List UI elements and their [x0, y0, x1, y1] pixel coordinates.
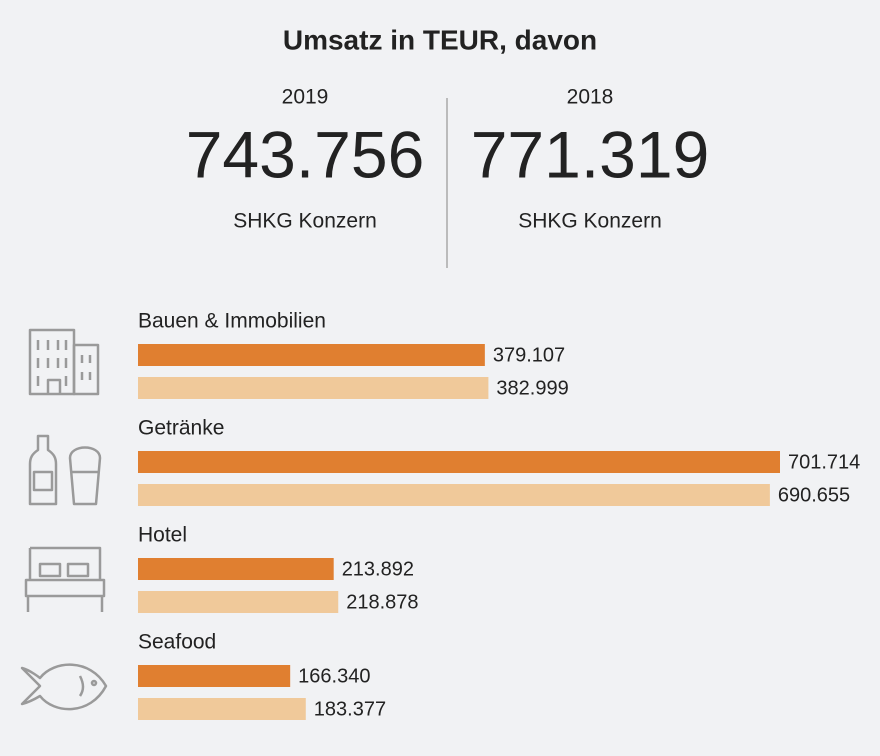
value-label: 213.892: [342, 558, 414, 580]
value-label: 382.999: [496, 377, 568, 399]
drinks-icon: [28, 434, 102, 506]
fish-icon: [20, 663, 108, 711]
total-value: 743.756: [186, 117, 425, 191]
category-label: Bauen & Immobilien: [138, 310, 326, 333]
bar: [138, 558, 334, 580]
bar: [138, 698, 306, 720]
value-label: 690.655: [778, 484, 850, 506]
category-label: Hotel: [138, 524, 187, 547]
bed-icon: [24, 546, 106, 612]
year-label: 2019: [282, 86, 329, 109]
value-label: 218.878: [346, 591, 418, 613]
total-caption: SHKG Konzern: [518, 210, 662, 233]
bar: [138, 451, 780, 473]
building-icon: [28, 328, 100, 396]
year-label: 2018: [567, 86, 614, 109]
bar: [138, 665, 291, 687]
bar: [138, 377, 489, 399]
chart-title: Umsatz in TEUR, davon: [283, 24, 597, 55]
category-label: Seafood: [138, 631, 216, 654]
value-label: 183.377: [314, 698, 386, 720]
bar: [138, 344, 485, 366]
value-label: 379.107: [493, 344, 565, 366]
total-value: 771.319: [471, 117, 710, 191]
bar: [138, 484, 770, 506]
category-label: Getränke: [138, 417, 224, 440]
bar: [138, 591, 339, 613]
value-label: 701.714: [788, 451, 860, 473]
value-label: 166.340: [298, 665, 370, 687]
total-caption: SHKG Konzern: [233, 210, 377, 233]
